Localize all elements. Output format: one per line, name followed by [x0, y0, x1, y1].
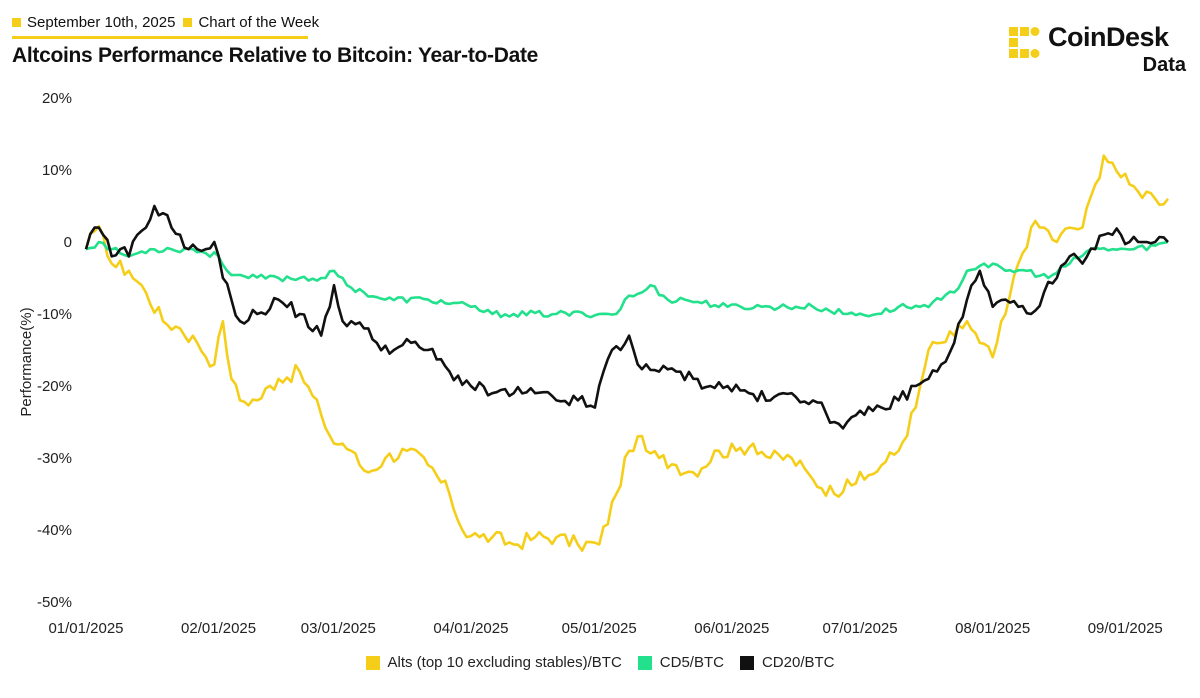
legend-label-cd20: CD20/BTC [761, 654, 835, 671]
y-tick-label: -40% [37, 522, 72, 539]
y-tick-label: 0 [64, 234, 72, 251]
x-tick-label: 09/01/2025 [1088, 620, 1163, 637]
legend: Alts (top 10 excluding stables)/BTC CD5/… [0, 654, 1200, 671]
y-tick-label: -20% [37, 378, 72, 395]
x-axis-ticks: 01/01/2025 02/01/2025 03/01/2025 04/01/2025… [48, 620, 1162, 637]
publish-date: September 10th, 2025 [27, 14, 176, 31]
y-tick-label: -10% [37, 306, 72, 323]
coindesk-mark-icon [1009, 27, 1040, 58]
title-accent-bar [12, 36, 308, 39]
legend-swatch-cd5 [637, 655, 652, 670]
x-tick-label: 01/01/2025 [48, 620, 123, 637]
y-tick-label: -30% [37, 450, 72, 467]
x-tick-label: 02/01/2025 [181, 620, 256, 637]
x-tick-label: 03/01/2025 [301, 620, 376, 637]
x-tick-label: 05/01/2025 [562, 620, 637, 637]
date-square-icon [12, 18, 21, 27]
series-line-2 [84, 204, 1169, 430]
y-axis-label: Performance(%) [18, 307, 35, 416]
legend-item-cd5: CD5/BTC [637, 654, 724, 671]
header-meta: September 10th, 2025 Chart of the Week [12, 14, 319, 31]
y-tick-label: 10% [42, 162, 72, 179]
x-tick-label: 06/01/2025 [694, 620, 769, 637]
series-name: Chart of the Week [198, 14, 320, 31]
series-line-0 [84, 154, 1170, 552]
legend-label-cd5: CD5/BTC [659, 654, 724, 671]
legend-swatch-alts [365, 655, 380, 670]
legend-item-alts: Alts (top 10 excluding stables)/BTC [365, 654, 622, 671]
logo-sub: Data [1142, 54, 1186, 76]
legend-item-cd20: CD20/BTC [739, 654, 835, 671]
x-tick-label: 04/01/2025 [433, 620, 508, 637]
y-tick-label: 20% [42, 90, 72, 107]
legend-swatch-cd20 [739, 655, 754, 670]
chart-title: Altcoins Performance Relative to Bitcoin… [12, 44, 539, 67]
series-lines [84, 154, 1170, 552]
y-tick-label: -50% [37, 594, 72, 611]
legend-label-alts: Alts (top 10 excluding stables)/BTC [387, 654, 622, 671]
series-line-1 [85, 240, 1169, 319]
coindesk-logo: CoinDesk Data [1006, 20, 1186, 80]
y-axis-ticks: 20% 10% 0 -10% -20% -30% -40% -50% [37, 90, 72, 611]
logo-brand: CoinDesk [1048, 22, 1169, 52]
x-tick-label: 08/01/2025 [955, 620, 1030, 637]
x-tick-label: 07/01/2025 [823, 620, 898, 637]
series-square-icon [183, 18, 193, 27]
line-chart: 20% 10% 0 -10% -20% -30% -40% -50% 01/01/2025 02… [18, 90, 1170, 637]
